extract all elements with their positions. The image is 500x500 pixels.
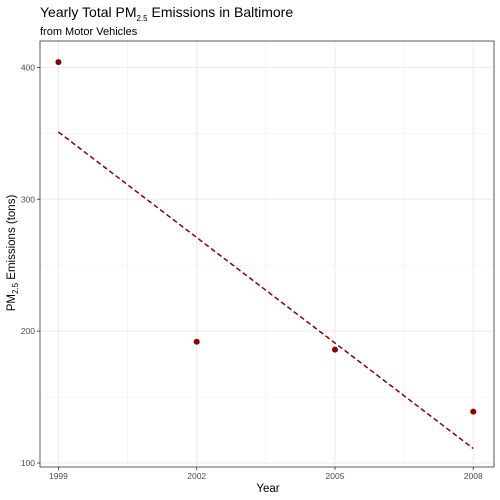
y-tick-label: 300	[21, 194, 35, 204]
data-point	[193, 338, 200, 345]
x-axis-title: Year	[256, 483, 279, 495]
trend-line	[57, 131, 474, 450]
data-marks	[55, 59, 477, 450]
grid	[40, 41, 494, 467]
y-tick-label: 100	[21, 458, 35, 468]
data-point	[470, 408, 477, 415]
data-point	[55, 59, 62, 66]
x-tick-label: 2005	[326, 471, 345, 481]
panel-border	[39, 40, 495, 468]
y-tick-label: 200	[21, 326, 35, 336]
x-tick-label: 2008	[464, 471, 483, 481]
data-point	[331, 346, 338, 353]
y-axis-title: PM2.5 Emissions (tons)	[6, 195, 20, 312]
x-tick-label: 1999	[49, 471, 68, 481]
axis-ticks: 1999 2002 2005 2008 100 200 300 400	[21, 62, 483, 481]
y-tick-label: 400	[21, 62, 35, 72]
chart-title: Yearly Total PM2.5 Emissions in Baltimor…	[40, 4, 293, 23]
x-tick-label: 2002	[187, 471, 206, 481]
chart-subtitle: from Motor Vehicles	[40, 26, 138, 38]
